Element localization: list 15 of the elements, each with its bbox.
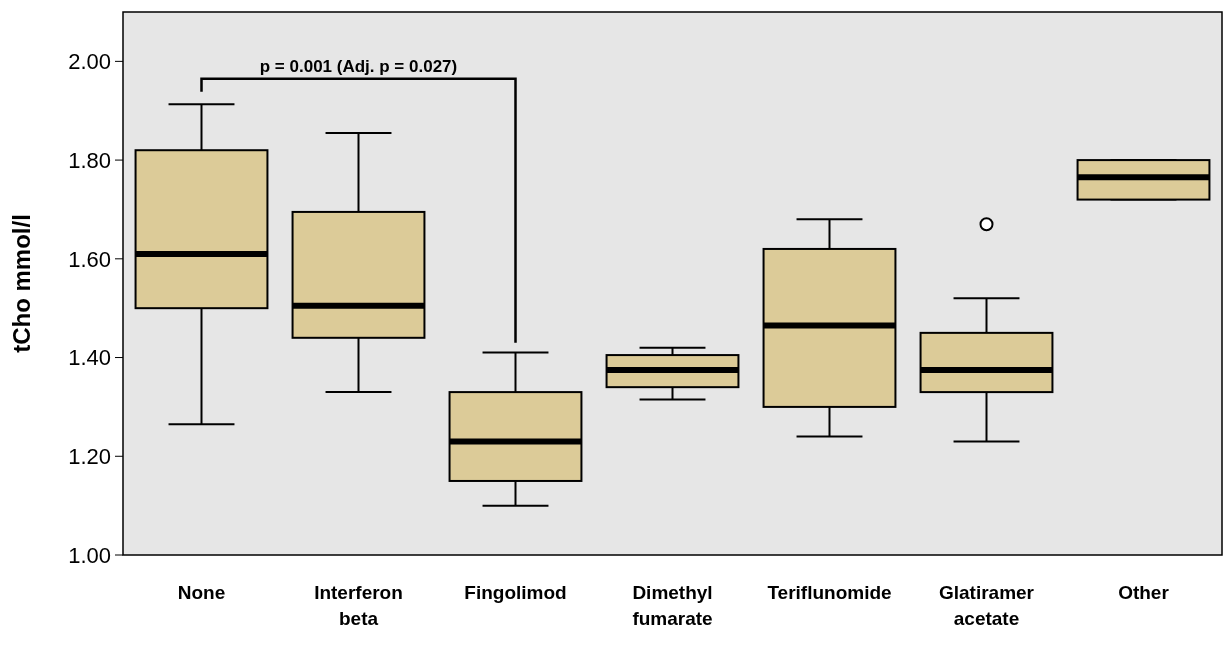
x-tick-label: Other xyxy=(1118,582,1170,603)
y-tick-label: 1.40 xyxy=(68,345,111,371)
x-tick-label: Teriflunomide xyxy=(767,582,892,603)
annotation: p = 0.001 (Adj. p = 0.027) xyxy=(259,56,458,76)
x-tick-label: Interferon beta xyxy=(314,582,403,629)
y-tick-label: 2.00 xyxy=(68,49,111,75)
y-tick-label: 1.80 xyxy=(68,147,111,173)
y-tick-label: 1.20 xyxy=(68,443,111,469)
y-axis-title: tCho mmol/l xyxy=(8,214,35,353)
x-tick-label: Dimethyl fumarate xyxy=(632,582,713,629)
x-tick-label: None xyxy=(177,582,226,603)
y-tick-label: 1.00 xyxy=(68,542,111,568)
x-tick-label: Glatiramer acetate xyxy=(938,582,1035,629)
y-tick-label: 1.60 xyxy=(68,246,111,272)
x-tick-label: Fingolimod xyxy=(464,582,567,603)
